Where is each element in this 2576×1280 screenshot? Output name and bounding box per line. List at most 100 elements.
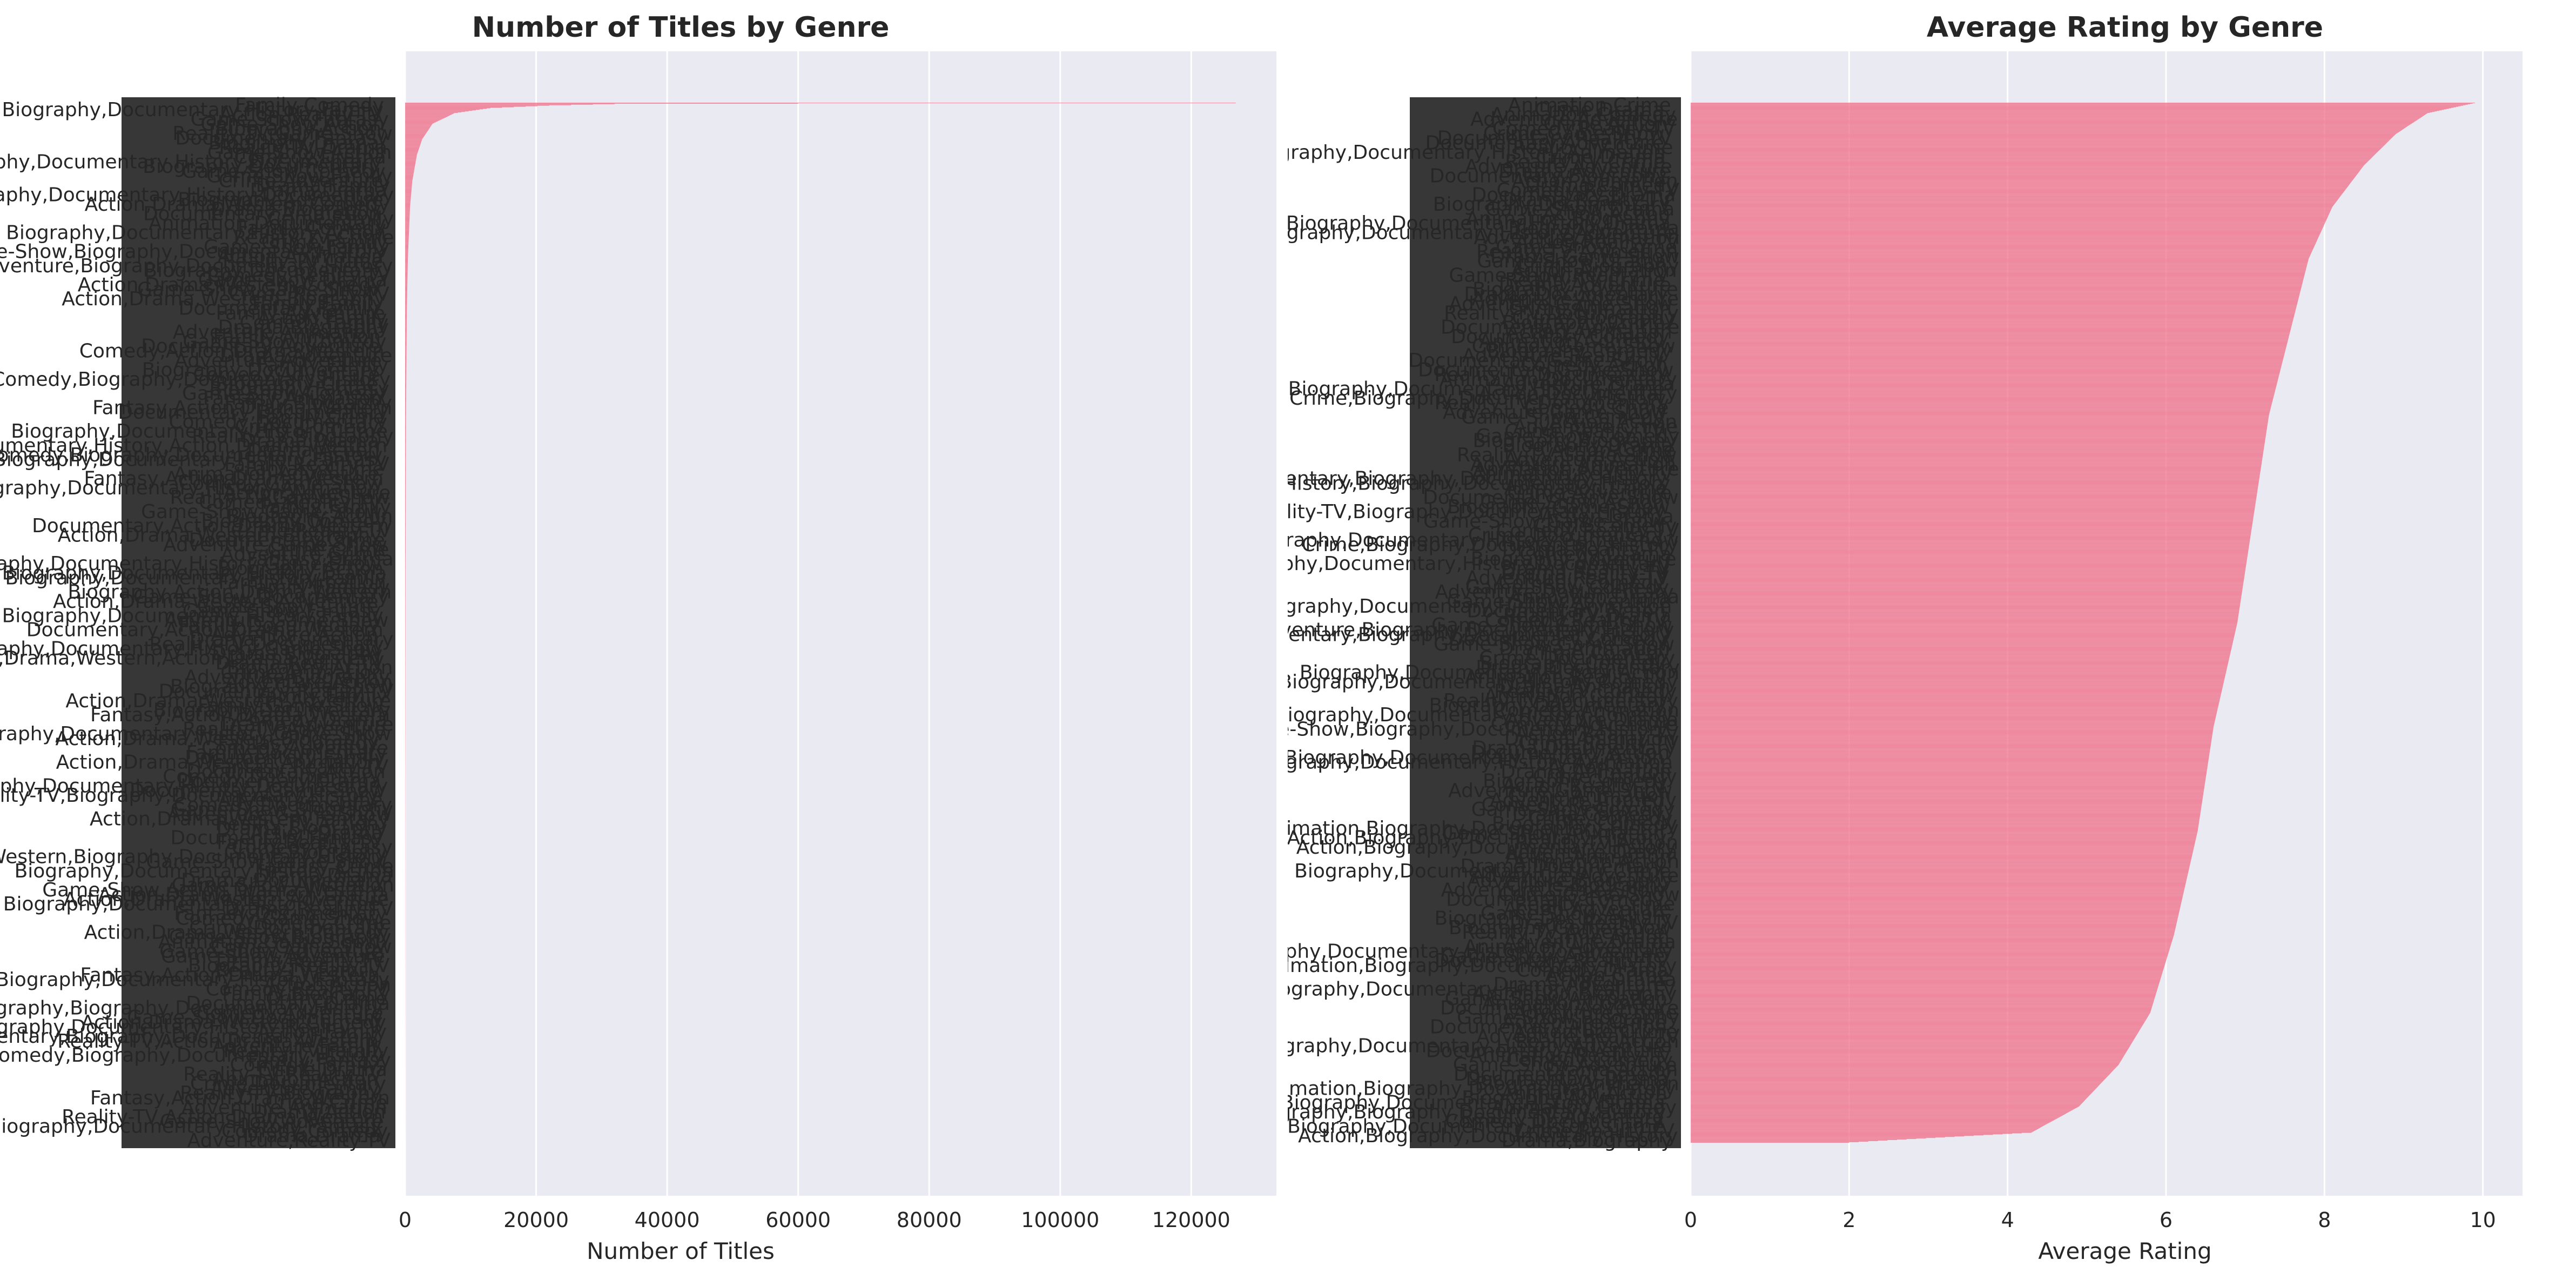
- bar: [1691, 849, 2194, 850]
- bar: [1691, 666, 2228, 667]
- bar: [405, 621, 406, 622]
- bar: [405, 157, 416, 158]
- bar: [405, 114, 452, 115]
- bar: [1691, 604, 2241, 605]
- bar: [1691, 676, 2225, 678]
- bar: [1691, 1078, 2106, 1079]
- bar: [1691, 295, 2299, 296]
- bar: [1691, 783, 2205, 784]
- bar: [1691, 1009, 2151, 1010]
- bar: [405, 233, 409, 234]
- bar: [1691, 1078, 2106, 1080]
- bar: [405, 660, 406, 661]
- bar: [1691, 790, 2204, 792]
- bar: [1691, 327, 2291, 328]
- bar: [1691, 494, 2257, 495]
- bar: [1691, 932, 2175, 933]
- bar: [1691, 190, 2345, 191]
- bar: [405, 388, 407, 390]
- bar: [1691, 308, 2296, 309]
- bar: [1691, 347, 2286, 349]
- bar: [405, 294, 407, 295]
- bar: [1691, 438, 2266, 439]
- bar: [1691, 441, 2265, 443]
- bar: [1691, 392, 2275, 393]
- bar: [1691, 124, 2410, 125]
- bar: [1691, 226, 2324, 227]
- bar: [1691, 135, 2395, 136]
- bar: [405, 604, 406, 605]
- bar: [1691, 200, 2337, 201]
- bar: [1691, 237, 2319, 238]
- bar: [1691, 189, 2346, 190]
- bar: [405, 570, 406, 571]
- bar: [405, 458, 406, 459]
- bar: [1691, 495, 2257, 497]
- bar: [405, 428, 406, 429]
- bar: [405, 656, 406, 657]
- bar: [405, 680, 406, 681]
- bar: [1691, 767, 2208, 768]
- bar: [405, 187, 412, 189]
- bar: [1691, 511, 2255, 512]
- bar: [1691, 662, 2229, 664]
- bar: [1691, 507, 2255, 508]
- bar: [1691, 394, 2275, 395]
- bar: [405, 208, 410, 209]
- bar: [1691, 1123, 2048, 1124]
- bar: [1691, 555, 2248, 557]
- bar: [1691, 379, 2278, 380]
- bar: [405, 521, 406, 522]
- bar: [1691, 205, 2334, 206]
- bar: [1691, 365, 2282, 366]
- bar: [405, 380, 407, 381]
- overlapping-tick-labels: [122, 97, 395, 1148]
- bar: [1691, 1057, 2123, 1058]
- bar: [405, 326, 407, 327]
- bar: [405, 654, 406, 655]
- bar: [1691, 917, 2178, 919]
- bar: [1691, 975, 2162, 976]
- bar: [405, 298, 407, 299]
- bar: [1691, 841, 2196, 842]
- bar: [1691, 918, 2178, 919]
- bar: [405, 351, 407, 352]
- bar: [1691, 969, 2164, 970]
- bar: [405, 331, 407, 332]
- bar: [405, 520, 406, 521]
- bar: [405, 289, 407, 290]
- bar: [405, 652, 406, 653]
- bar: [405, 119, 441, 120]
- bar: [1691, 486, 2258, 487]
- bar: [405, 213, 410, 214]
- bar: [405, 322, 407, 323]
- bar: [1691, 375, 2279, 376]
- bar: [1691, 133, 2396, 135]
- bar: [405, 204, 411, 205]
- bar: [1691, 1087, 2097, 1088]
- bar: [1691, 547, 2249, 548]
- bar: [1691, 312, 2295, 313]
- bar: [1691, 169, 2361, 170]
- bar: [405, 247, 408, 248]
- bar: [405, 408, 406, 409]
- bar: [1691, 399, 2273, 400]
- bar: [1691, 814, 2201, 815]
- bar: [1691, 990, 2157, 991]
- bar: [405, 498, 406, 499]
- bar: [1691, 803, 2202, 805]
- bar: [1691, 1112, 2069, 1113]
- bar: [1691, 200, 2337, 202]
- bar: [1691, 552, 2248, 553]
- bar: [405, 414, 406, 416]
- bar: [405, 497, 406, 498]
- bar: [405, 386, 407, 387]
- bar: [1691, 133, 2397, 134]
- bar: [405, 421, 406, 423]
- bar: [405, 511, 406, 512]
- bar: [1691, 444, 2265, 445]
- bar: [405, 243, 409, 244]
- bar: [405, 538, 406, 539]
- bar: [1691, 1049, 2128, 1050]
- bar: [405, 231, 409, 232]
